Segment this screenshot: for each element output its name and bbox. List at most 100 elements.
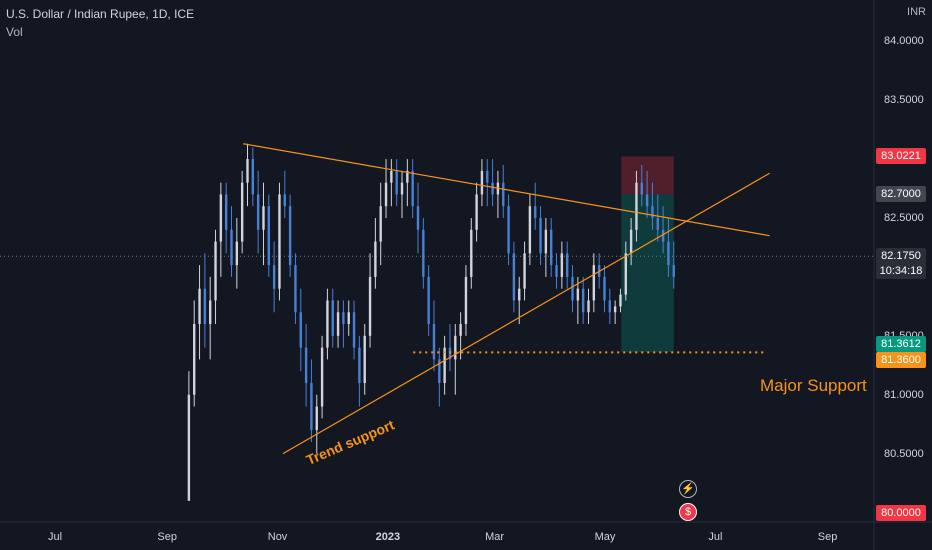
candle-body <box>390 170 393 183</box>
candle-body <box>187 394 191 501</box>
currency-label: INR <box>907 6 926 18</box>
candle-body <box>246 159 249 183</box>
candle-body <box>454 335 457 360</box>
candle-body <box>288 206 292 266</box>
candle-body <box>267 206 271 266</box>
price-label: 82.7000 <box>876 186 926 203</box>
candle-body <box>304 347 308 383</box>
candle-body <box>193 324 196 395</box>
price-tick-label: 81.0000 <box>884 388 924 401</box>
candle-body <box>619 294 622 307</box>
candle-body <box>576 288 580 301</box>
candle-body <box>411 170 414 207</box>
candle-body <box>400 182 404 195</box>
candle-body <box>294 265 297 313</box>
candle-body <box>523 253 526 289</box>
symbol-title[interactable]: U.S. Dollar / Indian Rupee, 1D, ICE <box>6 7 195 21</box>
candle-body <box>347 312 350 325</box>
candle-body <box>272 265 276 289</box>
candle-body <box>464 276 468 325</box>
candle-body <box>310 382 313 431</box>
support-trendline <box>282 172 770 455</box>
candle-body <box>651 206 654 218</box>
candle-body <box>406 170 409 183</box>
resistance-trendline <box>243 143 770 237</box>
candle-body <box>571 276 574 301</box>
candle-body <box>486 170 489 183</box>
candle-body <box>475 194 478 230</box>
candle-body <box>491 182 494 195</box>
profit-target-zone <box>621 194 674 353</box>
candle-body <box>374 241 377 277</box>
candle-body <box>331 300 334 336</box>
major-support-annotation[interactable]: Major Support <box>760 376 867 395</box>
candle-body <box>470 229 473 277</box>
candle-body <box>448 347 452 360</box>
candle-body <box>235 241 239 266</box>
candle-body <box>613 306 617 313</box>
candle-body <box>251 159 255 195</box>
candle-body <box>667 241 670 266</box>
bar-countdown-label: 10:34:18 <box>876 263 926 280</box>
time-tick-label: Sep <box>817 531 838 543</box>
candle-body <box>555 265 558 277</box>
candle-body <box>603 276 606 301</box>
candle-body <box>587 300 590 313</box>
candle-body <box>432 324 436 360</box>
candle-body <box>320 347 324 407</box>
candle-body <box>214 241 217 301</box>
event-flag-icon[interactable]: $ <box>679 503 697 521</box>
price-label: 83.0221 <box>876 148 926 165</box>
time-tick-label: Nov <box>267 531 288 543</box>
price-tick-label: 83.5000 <box>884 94 924 107</box>
volume-indicator-label[interactable]: Vol <box>6 25 23 39</box>
candle-body <box>645 194 649 207</box>
price-label: 81.3600 <box>876 352 926 369</box>
candle-body <box>315 406 318 431</box>
price-tick-label: 82.5000 <box>884 211 924 224</box>
lightning-icon[interactable]: ⚡ <box>679 480 697 498</box>
candle-body <box>224 194 228 230</box>
candle-body <box>581 288 585 313</box>
time-tick-label: Sep <box>157 531 177 543</box>
price-tick-label: 80.5000 <box>884 447 924 460</box>
candle-body <box>230 229 233 266</box>
candle-body <box>363 335 366 383</box>
price-label: 80.0000 <box>876 504 926 521</box>
time-tick-label: Mar <box>485 531 505 543</box>
candle-body <box>608 300 612 313</box>
time-tick-label: Jul <box>47 531 63 543</box>
candle-body <box>629 229 633 254</box>
candle-body <box>550 229 553 266</box>
candle-body <box>656 217 659 230</box>
price-label: 82.1750 <box>876 248 926 265</box>
candle-body <box>368 276 372 336</box>
candle-body <box>256 194 260 230</box>
candle-body <box>438 359 441 383</box>
candle-body <box>384 182 388 207</box>
candle-body <box>299 312 302 348</box>
candle-body <box>208 300 212 325</box>
candle-body <box>459 324 462 336</box>
candle-body <box>512 253 516 301</box>
candle-body <box>219 194 223 242</box>
candle-body <box>480 170 484 195</box>
candle-body <box>422 229 425 277</box>
price-label: 81.3612 <box>876 336 926 353</box>
candle-body <box>507 206 510 254</box>
candle-body <box>443 347 446 383</box>
candle-body <box>379 206 382 242</box>
candle-body <box>427 276 430 325</box>
price-tick-label: 84.0000 <box>884 35 924 48</box>
candle-body <box>528 206 532 254</box>
candle-body <box>278 194 281 289</box>
candle-body <box>416 206 420 230</box>
candle-body <box>358 347 361 383</box>
candle-body <box>203 288 207 325</box>
candle-body <box>502 182 505 207</box>
candle-body <box>592 265 596 301</box>
candle-body <box>326 300 329 348</box>
candle-body <box>283 194 286 207</box>
candle-body <box>336 312 340 336</box>
